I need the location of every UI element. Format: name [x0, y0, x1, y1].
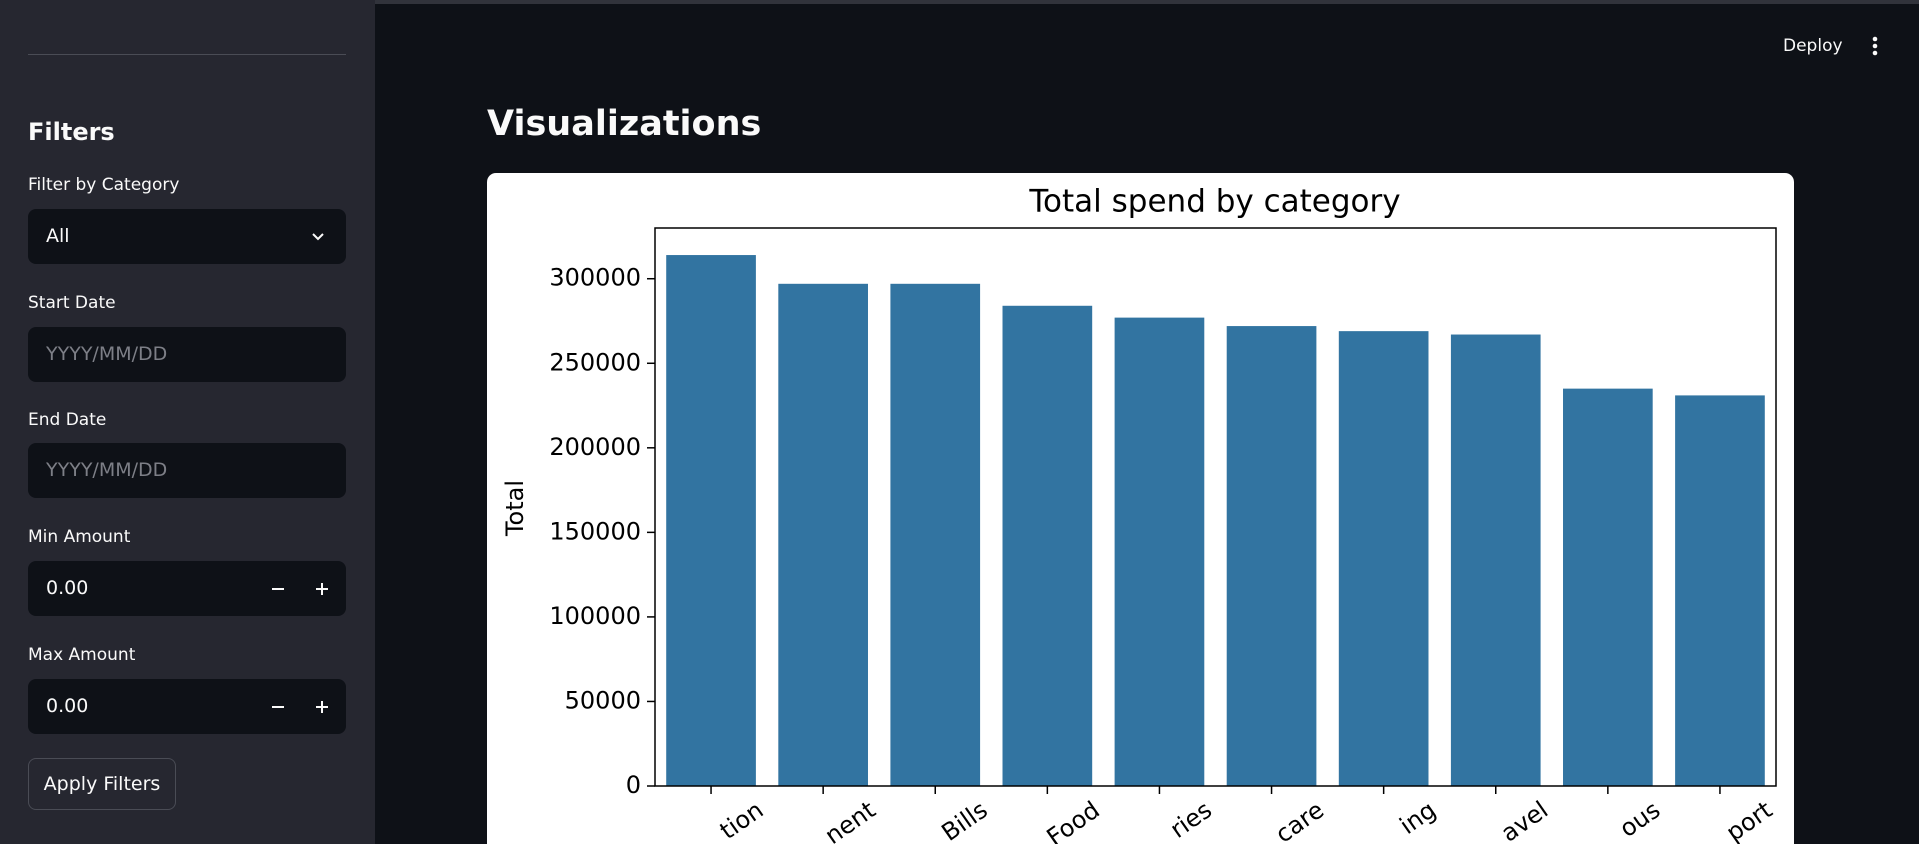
- y-axis-label: Total: [501, 480, 529, 537]
- page-title: Visualizations: [487, 104, 762, 144]
- date-input[interactable]: YYYY/MM/DD: [28, 327, 346, 382]
- select[interactable]: All: [28, 209, 346, 264]
- y-tick-label: 50000: [565, 686, 641, 714]
- bar: [778, 283, 868, 786]
- plot-frame: [654, 227, 1777, 787]
- steppers[interactable]: [264, 697, 344, 717]
- placeholder: YYYY/MM/DD: [46, 459, 168, 481]
- bar: [666, 255, 756, 786]
- input-value: 0.00: [46, 695, 89, 717]
- bar: [1226, 326, 1317, 786]
- top-border: [0, 0, 1919, 4]
- date-input[interactable]: YYYY/MM/DD: [28, 443, 346, 498]
- y-tick-label: 150000: [549, 517, 641, 545]
- apply-button[interactable]: Apply Filters: [28, 758, 176, 810]
- bar: [890, 283, 981, 786]
- bar: [1338, 331, 1429, 786]
- sidebar: Filters Filter by Category All Start Dat…: [0, 0, 375, 844]
- field-label: Filter by Category: [28, 175, 180, 195]
- y-tick-label: 100000: [549, 602, 641, 630]
- bar: [1563, 388, 1653, 786]
- sidebar-title: Filters: [28, 118, 115, 146]
- bar: [1675, 395, 1765, 786]
- bar: [1114, 317, 1205, 786]
- y-tick-label: 0: [626, 771, 641, 799]
- steppers[interactable]: [264, 579, 344, 599]
- select-value: All: [46, 225, 70, 247]
- number-input[interactable]: 0.00: [28, 561, 346, 616]
- menu[interactable]: [1868, 34, 1882, 60]
- y-tick-label: 200000: [549, 433, 641, 461]
- chevron: [312, 233, 324, 241]
- y-tick-label: 300000: [549, 264, 641, 292]
- number-input[interactable]: 0.00: [28, 679, 346, 734]
- input-value: 0.00: [46, 577, 89, 599]
- deploy-button[interactable]: Deploy: [1783, 36, 1843, 56]
- field-label: Start Date: [28, 293, 116, 313]
- field-label: Max Amount: [28, 645, 136, 665]
- chart-title: Total spend by category: [1028, 184, 1400, 220]
- bar: [1002, 305, 1093, 786]
- field-label: End Date: [28, 410, 107, 430]
- bar: [1450, 334, 1541, 786]
- divider: [28, 54, 346, 55]
- y-tick-label: 250000: [549, 348, 641, 376]
- field-label: Min Amount: [28, 527, 131, 547]
- placeholder: YYYY/MM/DD: [46, 343, 168, 365]
